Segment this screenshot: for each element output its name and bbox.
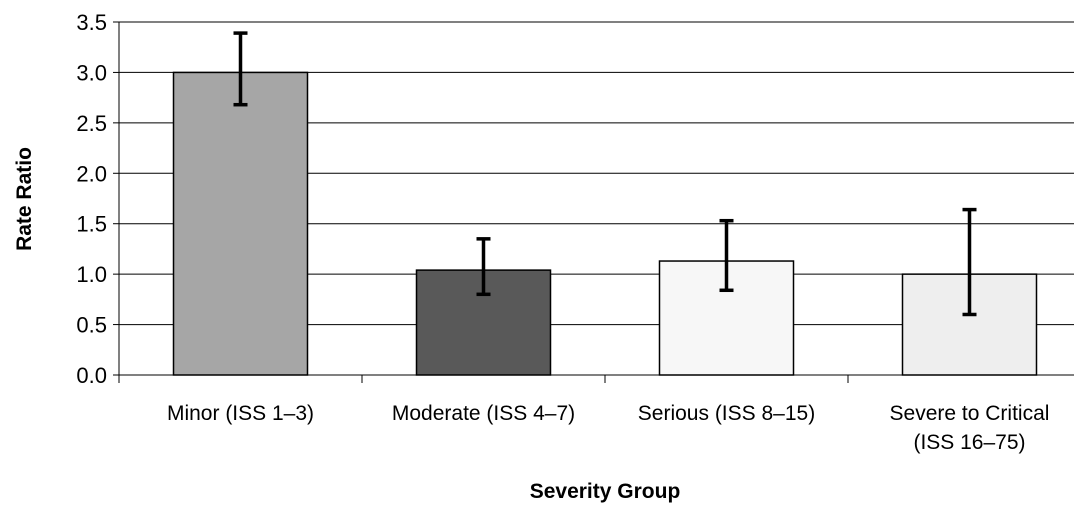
x-tick-label: Serious (ISS 8–15) xyxy=(638,402,815,425)
x-tick-label-line: Minor (ISS 1–3) xyxy=(167,402,314,425)
x-tick-label-line: Serious (ISS 8–15) xyxy=(638,402,815,425)
y-tick-label: 0.5 xyxy=(76,313,107,338)
x-tick-label-line: Moderate (ISS 4–7) xyxy=(392,402,575,425)
y-axis-title: Rate Ratio xyxy=(13,147,36,251)
y-tick-label: 0.0 xyxy=(76,363,107,388)
x-tick-label: Minor (ISS 1–3) xyxy=(167,402,314,425)
x-axis-title: Severity Group xyxy=(530,480,681,503)
y-tick-label: 2.5 xyxy=(76,111,107,136)
y-tick-label: 3.5 xyxy=(76,10,107,35)
y-tick-labels: 0.0 0.5 1.0 1.5 2.0 2.5 3.0 3.5 xyxy=(76,10,119,388)
y-tick-label: 1.0 xyxy=(76,262,107,287)
axes xyxy=(118,22,1074,376)
x-tick-label-line: (ISS 16–75) xyxy=(913,431,1025,454)
x-tick-labels: Minor (ISS 1–3) Moderate (ISS 4–7) Serious… xyxy=(118,375,1050,454)
x-tick-label: Moderate (ISS 4–7) xyxy=(392,402,575,425)
bar xyxy=(172,71,309,376)
y-tick-label: 1.5 xyxy=(76,212,107,237)
y-tick-label: 2.0 xyxy=(76,161,107,186)
x-tick-label: Severe to Critical (ISS 16–75) xyxy=(890,402,1050,454)
x-tick-label-line: Severe to Critical xyxy=(890,402,1050,425)
y-tick-label: 3.0 xyxy=(76,60,107,85)
error-bars xyxy=(233,31,977,317)
